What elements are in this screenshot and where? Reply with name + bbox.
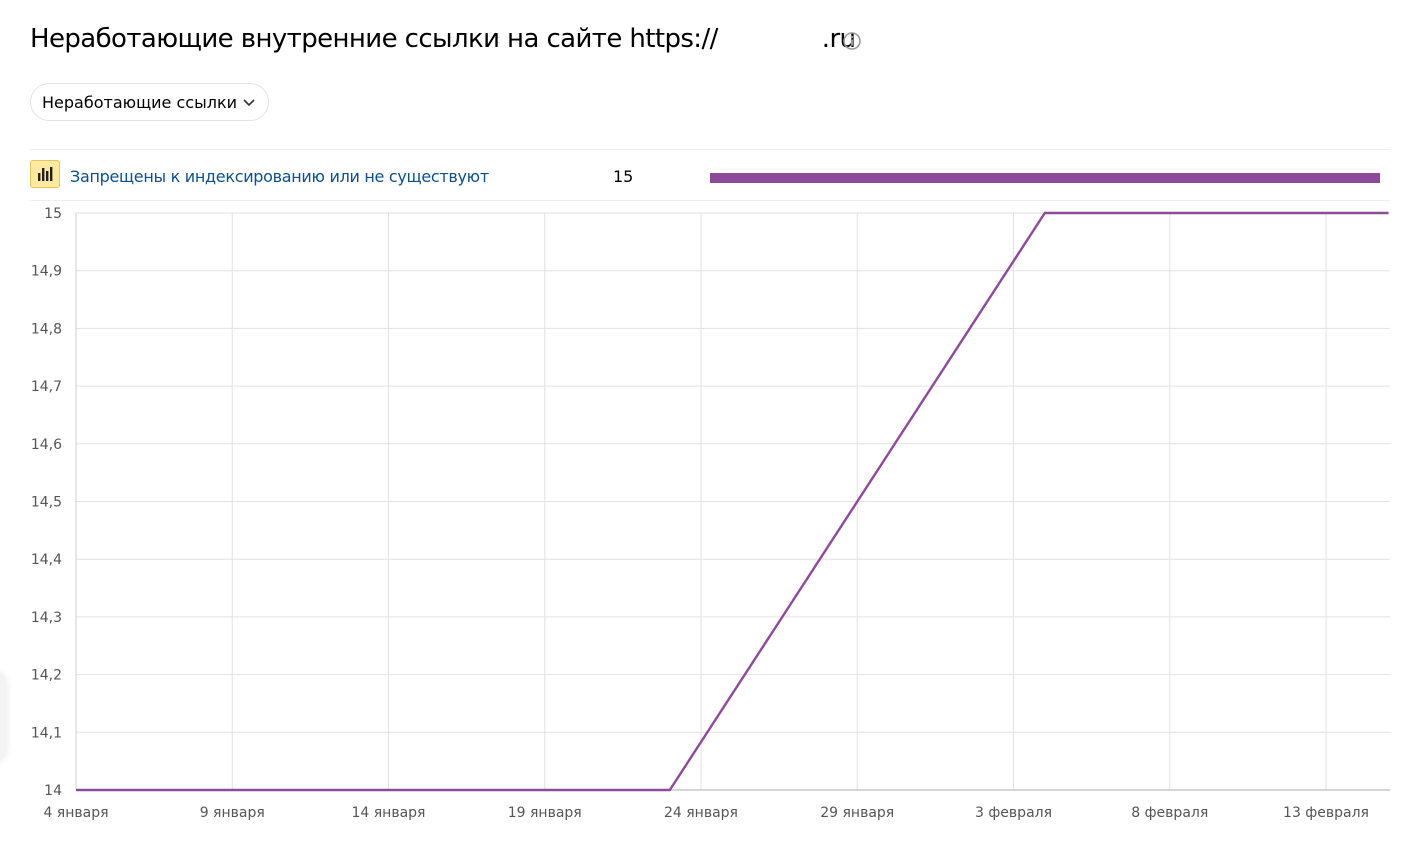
x-tick-label: 13 февраля xyxy=(1283,805,1369,821)
chevron-down-icon xyxy=(243,99,255,107)
series-line xyxy=(76,211,1389,792)
x-tick-label: 19 января xyxy=(508,805,582,821)
series-total-bar xyxy=(710,173,1380,183)
series-total: 15 xyxy=(613,167,634,186)
y-tick-label: 14,4 xyxy=(31,552,62,568)
x-tick-label: 14 января xyxy=(352,805,426,821)
side-handle xyxy=(0,672,6,762)
y-tick-label: 14,9 xyxy=(31,264,62,280)
legend-row: Запрещены к индексированию или не сущест… xyxy=(30,149,1390,201)
y-tick-label: 14,1 xyxy=(31,725,62,741)
page-title: Неработающие внутренние ссылки на сайте … xyxy=(30,24,856,54)
y-tick-labels: 15 14,9 14,8 14,7 14,6 14,5 14,4 14,3 14,2 14,1 14 xyxy=(31,206,62,799)
links-type-select[interactable]: Неработающие ссылки xyxy=(30,83,269,121)
x-tick-label: 24 января xyxy=(664,805,738,821)
y-tick-label: 14,3 xyxy=(31,610,62,626)
y-tick-label: 14,2 xyxy=(31,668,62,684)
y-tick-label: 14,6 xyxy=(31,437,62,453)
series-label[interactable]: Запрещены к индексированию или не сущест… xyxy=(70,167,489,186)
x-tick-label: 9 января xyxy=(200,805,265,821)
y-tick-label: 14 xyxy=(44,783,62,799)
y-tick-label: 15 xyxy=(44,206,62,222)
x-tick-label: 29 января xyxy=(820,805,894,821)
page-title-text: Неработающие внутренние ссылки на сайте … xyxy=(30,24,718,54)
bar-chart-icon[interactable] xyxy=(30,160,60,188)
y-tick-label: 14,7 xyxy=(31,379,62,395)
x-tick-label: 8 февраля xyxy=(1131,805,1208,821)
x-tick-label: 4 января xyxy=(43,805,108,821)
links-type-select-value: Неработающие ссылки xyxy=(42,92,237,112)
y-tick-label: 14,5 xyxy=(31,495,62,511)
y-tick-label: 14,8 xyxy=(31,321,62,337)
grid xyxy=(76,212,1390,790)
info-circle-icon[interactable] xyxy=(843,32,861,50)
series xyxy=(76,211,1389,792)
x-tick-labels: 4 января 9 января 14 января 19 января 24 янв… xyxy=(43,805,1369,821)
x-tick-label: 3 февраля xyxy=(975,805,1052,821)
bar-chart-glyph xyxy=(38,167,53,181)
